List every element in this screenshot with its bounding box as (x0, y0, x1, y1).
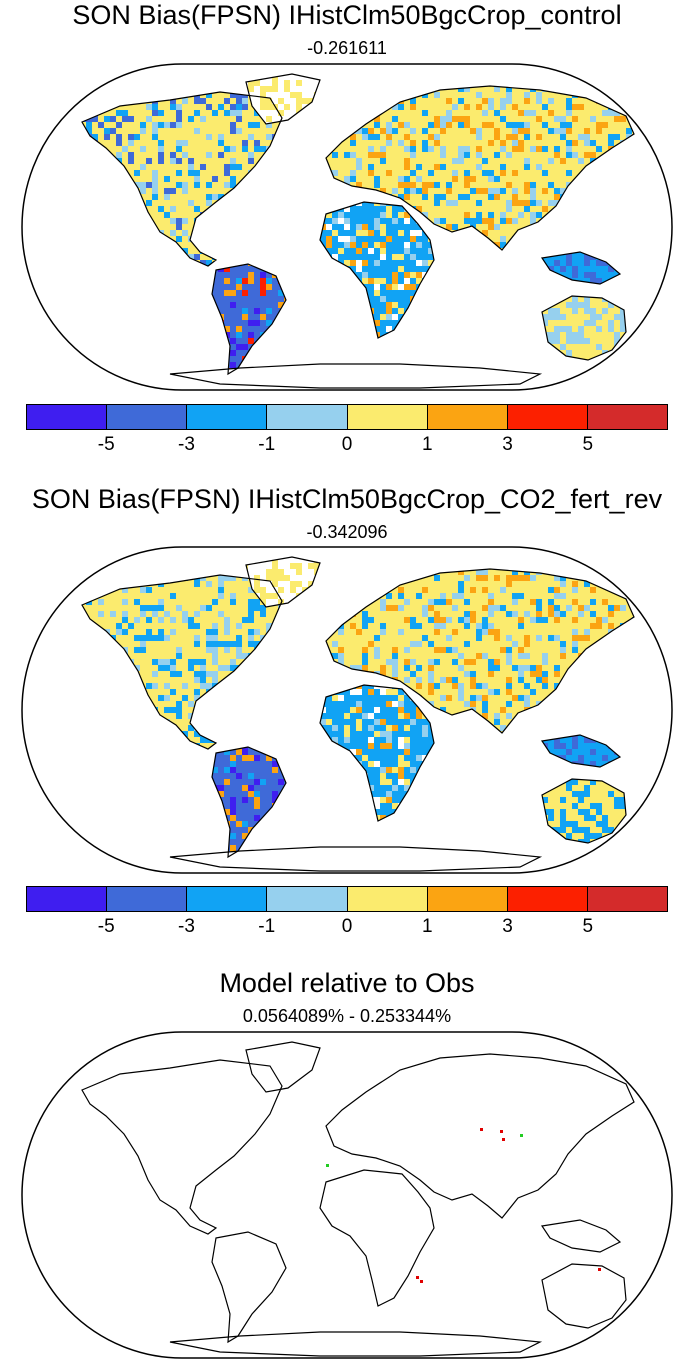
land-africa (320, 1170, 434, 1306)
land-northAmerica (82, 1060, 282, 1234)
panel3-title: Model relative to Obs (0, 968, 694, 999)
panel2-subtitle: -0.342096 (0, 522, 694, 543)
colorbar-box (587, 887, 667, 911)
panel3-subtitle: 0.0564089% - 0.253344% (0, 1006, 694, 1027)
colorbar-box (427, 887, 508, 911)
map-border (21, 546, 673, 874)
marker-red (480, 1128, 483, 1131)
colorbar-box (427, 405, 508, 429)
marker-red (598, 1268, 601, 1271)
panel1-map (21, 63, 673, 391)
panel2-title: SON Bias(FPSN) IHistClm50BgcCrop_CO2_fer… (0, 484, 694, 515)
panel1-subtitle: -0.261611 (0, 38, 694, 59)
colorbar-box (187, 887, 268, 911)
colorbar-tick-label: 3 (502, 434, 513, 456)
colorbar-tick-label: -1 (258, 916, 275, 938)
colorbar-box (587, 405, 667, 429)
map-border (21, 63, 673, 391)
colorbar-box (347, 887, 428, 911)
colorbar-tick-label: 3 (502, 916, 513, 938)
colorbar-tick-label: 5 (582, 916, 593, 938)
land-antarctica (170, 364, 540, 388)
colorbar-box (347, 405, 428, 429)
colorbar-box (27, 405, 108, 429)
land-eurasia (326, 1054, 634, 1218)
panel2-colorbar (26, 886, 668, 912)
colorbar-box (27, 887, 108, 911)
colorbar-tick-label: 5 (582, 434, 593, 456)
colorbar-box (187, 405, 268, 429)
colorbar-tick-label: -3 (178, 916, 195, 938)
colorbar-box (507, 887, 588, 911)
land-antarctica (170, 1332, 540, 1356)
land-australia (542, 1264, 626, 1328)
colorbar-tick-label: 1 (422, 434, 433, 456)
marker-red (502, 1138, 505, 1141)
colorbar-tick-label: 0 (342, 434, 353, 456)
colorbar-box (267, 887, 348, 911)
colorbar-tick-label: -5 (98, 916, 115, 938)
panel2-colorbar-labels: -5 -3 -1 0 1 3 5 (26, 916, 668, 940)
panel1-colorbar (26, 404, 668, 430)
marker-red (500, 1130, 503, 1133)
land-antarctica (170, 847, 540, 871)
marker-red (416, 1276, 419, 1279)
land-greenland (246, 1042, 320, 1092)
map-border (21, 1031, 673, 1359)
colorbar-box (107, 887, 188, 911)
panel3-map (21, 1031, 673, 1359)
panel1-colorbar-labels: -5 -3 -1 0 1 3 5 (26, 434, 668, 458)
marker-red (420, 1280, 423, 1283)
colorbar-tick-label: -3 (178, 434, 195, 456)
panel2-map (21, 546, 673, 874)
colorbar-tick-label: -5 (98, 434, 115, 456)
colorbar-tick-label: 0 (342, 916, 353, 938)
colorbar-box (507, 405, 588, 429)
colorbar-tick-label: 1 (422, 916, 433, 938)
colorbar-box (107, 405, 188, 429)
colorbar-box (267, 405, 348, 429)
panel1-title: SON Bias(FPSN) IHistClm50BgcCrop_control (0, 0, 694, 31)
land-northAmerica (82, 575, 282, 749)
colorbar-tick-label: -1 (258, 434, 275, 456)
marker-green (520, 1134, 523, 1137)
marker-green (326, 1164, 329, 1167)
